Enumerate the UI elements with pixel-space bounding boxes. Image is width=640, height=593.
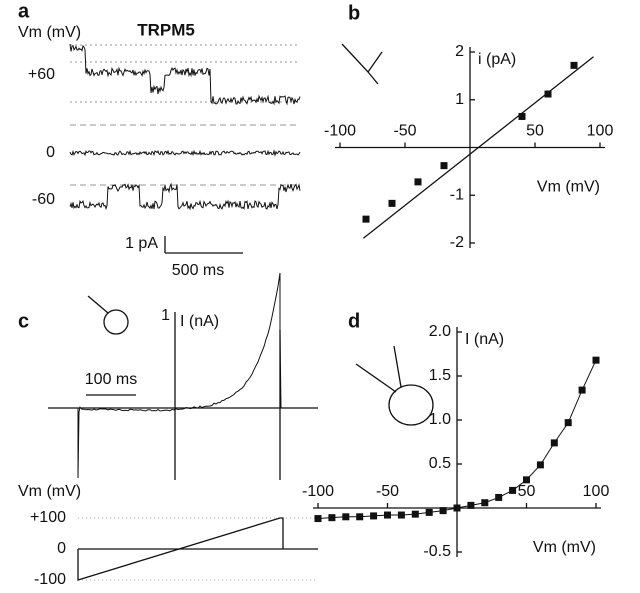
cell-icon xyxy=(388,384,434,426)
trace-label: 0 xyxy=(46,144,55,161)
data-point xyxy=(518,112,526,120)
pipette xyxy=(355,345,402,393)
data-point xyxy=(414,178,422,186)
pipette-icons xyxy=(87,43,434,426)
y-tick-label: 0.5 xyxy=(429,455,451,472)
axis-label: I (nA) xyxy=(180,313,219,330)
data-point xyxy=(328,514,336,522)
data-point xyxy=(411,510,419,518)
y-tick-label: -0.5 xyxy=(423,543,451,560)
panel-label: d xyxy=(348,310,360,332)
current-trace xyxy=(69,149,301,157)
scale-bar-label: 100 ms xyxy=(85,371,137,388)
panel-label: a xyxy=(18,0,30,22)
axis-label: I (nA) xyxy=(465,331,504,348)
axis-label: Vm (mV) xyxy=(533,539,596,556)
data-point xyxy=(509,486,517,494)
data-point xyxy=(388,199,396,207)
y-tick-label: 1 xyxy=(455,91,464,108)
data-point xyxy=(453,504,461,512)
pipette xyxy=(87,295,109,314)
panel-label: b xyxy=(348,2,360,24)
data-point xyxy=(536,461,544,469)
x-tick-label: -100 xyxy=(302,483,334,500)
patch-icon xyxy=(341,43,383,85)
data-point xyxy=(397,511,405,519)
axis-label: Vm (mV) xyxy=(537,179,600,196)
y-tick-label: -2 xyxy=(450,234,464,251)
scale-bar-label: 500 ms xyxy=(172,262,224,279)
current-trace xyxy=(48,272,318,479)
data-point xyxy=(550,439,558,447)
x-tick-label: 100 xyxy=(583,483,610,500)
y-tick-label: 2.0 xyxy=(429,323,451,340)
data-point xyxy=(578,386,586,394)
y-tick-label: -1 xyxy=(450,186,464,203)
axis-label: Vm (mV) xyxy=(18,24,81,41)
x-tick-label: 50 xyxy=(526,123,544,140)
data-point xyxy=(362,215,370,223)
current-trace xyxy=(69,182,301,211)
v-tick-label: 0 xyxy=(57,540,66,557)
x-tick-label: -50 xyxy=(376,483,399,500)
trace-label: +60 xyxy=(28,66,55,83)
x-tick-label: -100 xyxy=(324,123,356,140)
x-tick-label: 50 xyxy=(518,483,536,500)
data-point xyxy=(356,513,364,521)
data-point xyxy=(592,356,600,364)
data-point xyxy=(523,476,530,484)
panel-label: c xyxy=(18,310,29,332)
v-tick-label: +100 xyxy=(30,509,66,526)
fit-line xyxy=(362,56,594,239)
data-point xyxy=(314,515,322,523)
x-tick-label: 100 xyxy=(587,123,614,140)
y-tick-label: 2 xyxy=(455,43,464,60)
data-point xyxy=(495,493,503,501)
voltage-ramp xyxy=(77,517,284,581)
data-point xyxy=(384,511,391,519)
data-point xyxy=(544,90,552,98)
data-point xyxy=(440,162,448,170)
data-point xyxy=(481,499,489,507)
trace-label: -60 xyxy=(32,191,55,208)
y-tick-label: 1.0 xyxy=(429,411,451,428)
axis-label: Vm (mV) xyxy=(18,483,81,500)
current-trace xyxy=(69,43,301,106)
data-point xyxy=(342,513,350,521)
data-point xyxy=(564,419,572,427)
v-tick-label: -100 xyxy=(34,571,66,588)
y-tick-label: 1 xyxy=(161,307,170,324)
data-point xyxy=(467,501,475,509)
scale-bar-label: 1 pA xyxy=(125,235,158,252)
x-tick-label: -50 xyxy=(393,123,416,140)
data-point xyxy=(570,61,578,69)
y-tick-label: 1.5 xyxy=(429,367,451,384)
panel-title: TRPM5 xyxy=(137,20,195,39)
data-point xyxy=(425,508,433,516)
cell-icon xyxy=(103,309,129,335)
axis-label: i (pA) xyxy=(478,51,516,68)
data-point xyxy=(439,507,447,515)
data-point xyxy=(370,512,378,520)
